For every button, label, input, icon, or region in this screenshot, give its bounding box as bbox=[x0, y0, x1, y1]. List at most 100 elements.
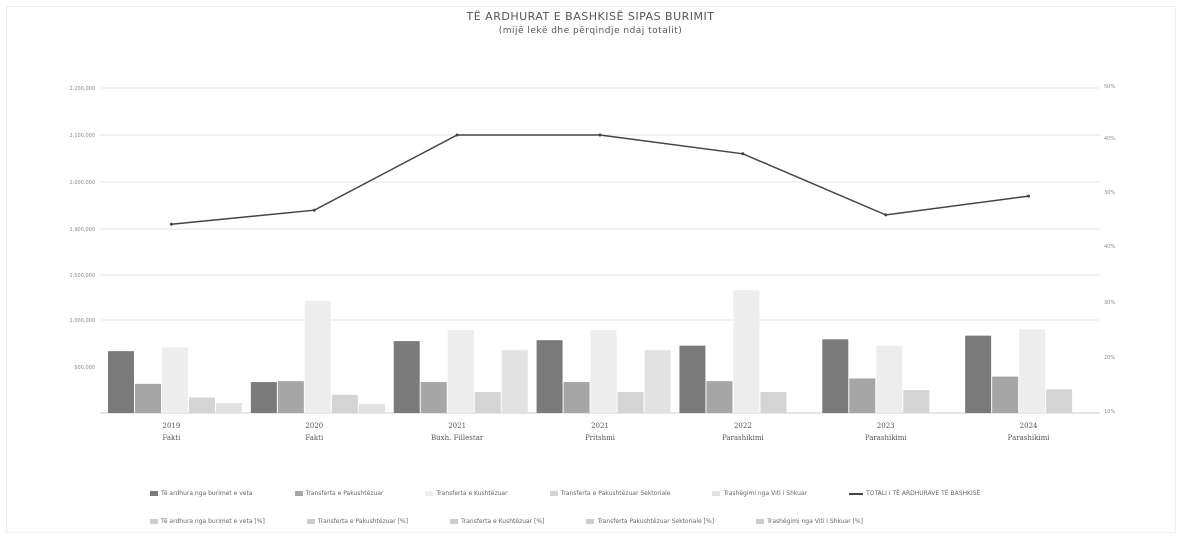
legend-item: Trashëgimi nga Viti i Shkuar [%] bbox=[756, 518, 863, 525]
x-tick-label: Buxh. Fillestar bbox=[431, 434, 484, 442]
right-axis-tick: 0% bbox=[1104, 0, 1112, 2]
legend-label: Transferta e Pakushtëzuar Sektoriale bbox=[560, 490, 671, 497]
bar-1 bbox=[250, 382, 277, 413]
legend-item: Transferta e Pakushtëzuar bbox=[294, 490, 384, 497]
bar-3 bbox=[590, 330, 617, 413]
legend-item: Të ardhura nga burimet e veta bbox=[150, 490, 253, 497]
bar-2 bbox=[420, 382, 447, 413]
right-axis-tick: 20% bbox=[1104, 355, 1115, 361]
bar-1 bbox=[965, 335, 992, 413]
x-tick-label: Parashikimi bbox=[865, 434, 908, 442]
bar-3 bbox=[162, 347, 188, 413]
legend-swatch bbox=[306, 519, 315, 524]
bar-4 bbox=[903, 390, 930, 413]
right-axis-tick: 10% bbox=[1104, 409, 1115, 415]
bar-3 bbox=[733, 290, 760, 413]
legend-swatch bbox=[294, 491, 303, 496]
line-axis-tick: 2,000,000 bbox=[70, 180, 95, 186]
bar-4 bbox=[1046, 389, 1073, 413]
legend-label: Transferta e Pakushtëzuar bbox=[305, 490, 384, 497]
line-axis-tick: 1,900,000 bbox=[70, 227, 95, 233]
bar-1 bbox=[108, 351, 134, 413]
legend-swatch bbox=[712, 491, 721, 496]
bar-3 bbox=[1019, 329, 1046, 413]
total-line bbox=[171, 134, 1029, 226]
legend-item: Transferta Pakushtëzuar Sektoriale [%] bbox=[586, 518, 714, 525]
bar-axis-tick: 500,000 bbox=[74, 365, 95, 371]
x-tick-label: Pritshmi bbox=[585, 434, 616, 442]
bar-2 bbox=[563, 382, 590, 413]
bar-1 bbox=[822, 339, 849, 413]
legend-label: Trashëgimi nga Viti i Shkuar bbox=[723, 490, 808, 497]
legend-label: Transferta Pakushtëzuar Sektoriale [%] bbox=[597, 518, 715, 525]
bar-1 bbox=[536, 340, 563, 413]
chart-title: TË ARDHURAT E BASHKISË SIPAS BURIMIT bbox=[466, 10, 715, 23]
legend-swatch bbox=[549, 491, 558, 496]
legend-label: Të ardhura nga burimet e veta bbox=[161, 490, 253, 497]
right-axis-tick: 40% bbox=[1104, 136, 1115, 142]
bar-4 bbox=[474, 392, 501, 413]
x-tick-year: 2021 bbox=[591, 422, 609, 430]
legend-swatch bbox=[756, 519, 765, 524]
legend-swatch bbox=[150, 491, 158, 496]
right-axis-tick: 30% bbox=[1104, 190, 1115, 196]
total-line-point bbox=[169, 222, 173, 226]
total-line-point bbox=[884, 213, 888, 217]
bar-2 bbox=[849, 378, 876, 413]
x-tick-year: 2022 bbox=[734, 422, 752, 430]
bar-axis-tick: 1,500,000 bbox=[70, 273, 95, 279]
bar-3 bbox=[304, 301, 331, 413]
legend-label: Transferta e Pakushtëzuar [%] bbox=[317, 518, 408, 525]
bar-3 bbox=[447, 330, 474, 413]
x-tick-label: Parashikimi bbox=[722, 434, 765, 442]
bar-4 bbox=[189, 397, 215, 413]
x-tick-year: 2021 bbox=[448, 422, 466, 430]
total-line-point bbox=[312, 208, 316, 212]
total-line-point bbox=[455, 133, 459, 137]
legend-label: TOTALI I TË ARDHURAVE TË BASHKISË bbox=[866, 490, 981, 497]
legend-item: Trashëgimi nga Viti i Shkuar bbox=[712, 490, 807, 497]
bar-2 bbox=[992, 376, 1019, 413]
bar-1 bbox=[393, 341, 420, 413]
total-line-point bbox=[741, 152, 745, 156]
bar-3 bbox=[876, 345, 903, 413]
bar-4 bbox=[617, 392, 644, 413]
line-axis-tick: 2,100,000 bbox=[70, 133, 95, 139]
legend-item: Të ardhura nga burimet e veta [%] bbox=[150, 518, 265, 525]
bar-2 bbox=[277, 381, 304, 413]
bar-4 bbox=[331, 394, 358, 413]
legend-swatch bbox=[586, 519, 595, 524]
bar-5 bbox=[216, 402, 242, 413]
legend-swatch bbox=[425, 491, 434, 496]
legend-line-swatch bbox=[849, 492, 864, 495]
bar-4 bbox=[760, 392, 787, 413]
bar-axis-tick: 1,000,000 bbox=[70, 318, 95, 324]
bar-2 bbox=[135, 383, 161, 413]
right-axis-tick: 50% bbox=[1104, 84, 1115, 90]
bar-2 bbox=[706, 381, 733, 413]
legend-label: Trashëgimi nga Viti i Shkuar [%] bbox=[767, 518, 863, 525]
x-tick-year: 2024 bbox=[1020, 422, 1038, 430]
legend-item: Transferta e Kushtëzuar bbox=[425, 490, 508, 497]
bar-5 bbox=[644, 350, 671, 413]
right-axis-tick: 30% bbox=[1104, 300, 1115, 306]
chart-frame bbox=[6, 6, 1176, 533]
x-tick-label: Parashikimi bbox=[1008, 434, 1051, 442]
x-tick-label: Fakti bbox=[162, 434, 181, 442]
legend-label: Transferta e Kushtëzuar [%] bbox=[460, 518, 545, 525]
x-tick-label: Fakti bbox=[305, 434, 324, 442]
legend-item: Transferta e Pakushtëzuar [%] bbox=[306, 518, 408, 525]
legend-item: Transferta e Kushtëzuar [%] bbox=[449, 518, 545, 525]
bar-1 bbox=[679, 345, 706, 413]
x-tick-year: 2020 bbox=[305, 422, 323, 430]
chart-subtitle: (mijë lekë dhe përqindje ndaj totalit) bbox=[498, 26, 683, 36]
legend-item: TOTALI I TË ARDHURAVE TË BASHKISË bbox=[849, 490, 980, 497]
bar-5 bbox=[501, 350, 528, 413]
legend-swatch bbox=[449, 519, 458, 524]
legend-row-2: Të ardhura nga burimet e veta [%] Transfe… bbox=[150, 518, 905, 525]
legend-label: Transferta e Kushtëzuar bbox=[436, 490, 508, 497]
legend-item: Transferta e Pakushtëzuar Sektoriale bbox=[549, 490, 671, 497]
line-axis-tick: 2,200,000 bbox=[70, 86, 95, 92]
